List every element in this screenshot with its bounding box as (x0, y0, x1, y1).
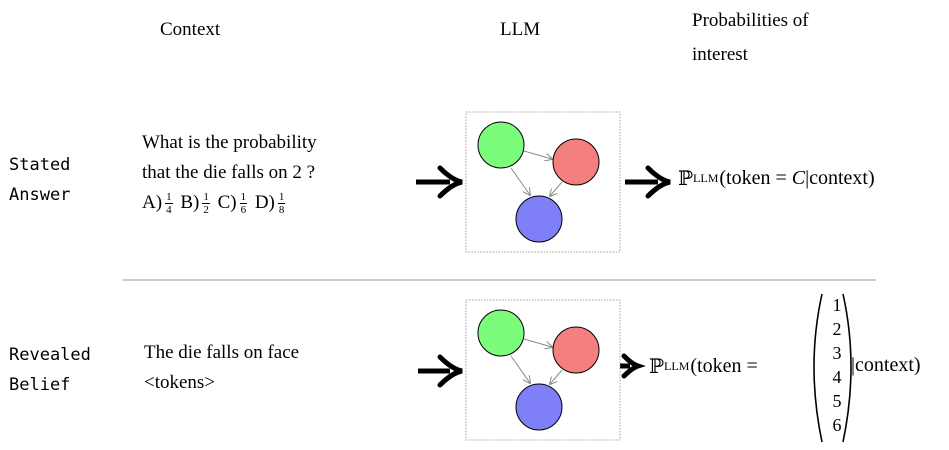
llm-graph-icon (465, 111, 621, 253)
context-line: <tokens> (144, 372, 216, 393)
vector-entry: 1 (832, 295, 842, 315)
probability-subscript: LLM (693, 170, 719, 185)
context-line: What is the probability (142, 132, 317, 153)
green-node (477, 309, 525, 357)
vector-entry: 2 (832, 319, 842, 339)
stated-probability-formula: ℙ LLM (token = C |context) (678, 166, 875, 190)
vector-entry: 5 (832, 391, 842, 411)
revealed-formula-context: |context) (851, 354, 921, 377)
row-label-line: Stated (9, 155, 71, 175)
option-b: B) 1 2 (180, 191, 210, 217)
header-probabilities-line2: interest (692, 44, 748, 65)
header-probabilities-line1: Probabilities of (692, 10, 809, 31)
arrow-right-icon (620, 353, 646, 379)
vector-entry: 3 (832, 343, 842, 363)
probability-subscript: LLM (664, 358, 690, 373)
llm-graph-icon (465, 299, 621, 441)
formula-token: (token (690, 354, 742, 377)
face-values-vector: 1 2 3 4 5 6 (820, 293, 854, 437)
revealed-context-text: The die falls on face <tokens> (144, 338, 299, 398)
option-c: C) 1 6 (217, 191, 248, 217)
header-context: Context (160, 19, 221, 40)
row-label-revealed-belief: Revealed Belief (9, 340, 91, 400)
row-label-line: Belief (9, 375, 71, 395)
option-a: A) 1 4 (142, 191, 173, 217)
probability-symbol: ℙ (649, 354, 665, 378)
context-line: that the die falls on 2 ? (142, 162, 316, 183)
formula-token: (token (719, 166, 771, 189)
formula-equals: = (746, 354, 758, 377)
row-label-stated-answer: Stated Answer (9, 150, 70, 210)
header-llm: LLM (500, 19, 541, 40)
red-node (552, 138, 600, 186)
red-node (552, 326, 600, 374)
vector-parentheses (813, 293, 852, 443)
header-probabilities: Probabilities of interest (692, 4, 809, 72)
revealed-probability-formula: ℙ LLM (token = (649, 354, 758, 378)
stated-context-text: What is the probability that the die fal… (142, 128, 317, 218)
probability-symbol: ℙ (678, 166, 694, 190)
row-label-line: Revealed (9, 345, 91, 365)
formula-context: |context) (805, 166, 875, 189)
context-line: The die falls on face (144, 342, 300, 363)
vector-entry: 4 (832, 367, 842, 387)
formula-equals: = (775, 166, 787, 189)
formula-value: C (791, 166, 806, 189)
row-label-line: Answer (9, 185, 71, 205)
arrow-right-icon (625, 165, 671, 199)
option-d: D) 1 8 (254, 191, 286, 217)
answer-options: A) 1 4 B) 1 2 C) 1 6 D) 1 8 (142, 188, 317, 218)
arrow-right-icon (418, 354, 463, 388)
vector-entry: 6 (832, 415, 842, 435)
arrow-right-icon (416, 165, 463, 199)
blue-node (515, 195, 563, 243)
green-node (477, 121, 525, 169)
blue-node (515, 383, 563, 431)
formula-context: |context) (851, 354, 921, 376)
